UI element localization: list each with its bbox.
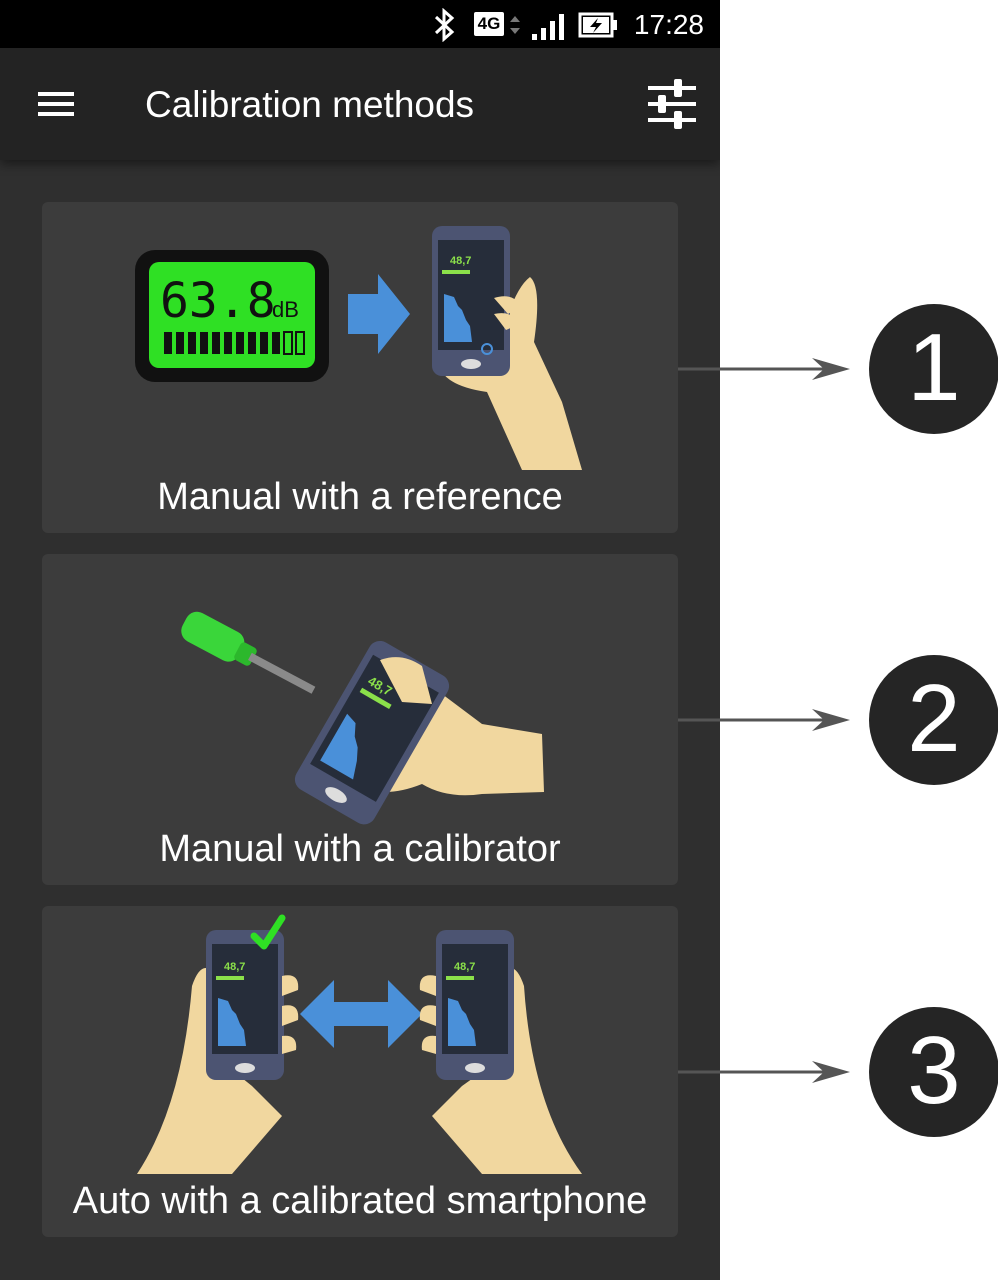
method-label-auto-smartphone: Auto with a calibrated smartphone [72,1180,648,1222]
meter-reading: 63.8 [160,273,276,329]
smartphone-pair-illustration: 48,7 48,7 [137,914,582,1174]
data-activity-icon [510,16,520,34]
status-time: 17:28 [633,9,704,40]
pointer-arrow-2 [678,709,850,731]
method-card-auto-smartphone[interactable]: 48,7 48,7 Auto with a calibrated smartph… [42,906,678,1237]
method-card-manual-reference[interactable]: 63.8 dB 48,7 [42,202,678,533]
calibrated-phone-left: 48,7 [137,930,299,1174]
settings-sliders-icon[interactable] [640,76,704,132]
arrow-right-icon [348,274,410,354]
hand-with-phone-calibrator: 48,7 [294,640,544,825]
menu-icon[interactable] [28,76,84,132]
status-bar: 4G 17:28 [0,0,720,48]
page-title: Calibration methods [145,84,475,125]
reference-illustration: 63.8 dB 48,7 [135,226,582,470]
phone-screen: 4G 17:28 Calibration methods [0,0,720,1280]
phone-reading: 48,7 [450,255,471,267]
bluetooth-icon [434,8,455,42]
calibrator-device [181,611,316,694]
pointer-arrow-1 [678,358,850,380]
battery-charging-icon [578,12,617,38]
method-card-manual-calibrator[interactable]: 48,7 Manual with a calibrator [42,554,678,885]
number-badge-2: 2 [869,655,998,785]
phone-reading: 48,7 [224,961,245,973]
number-badge-1: 1 [869,304,998,434]
sound-level-meter: 63.8 dB [135,250,329,382]
number-badge-3: 3 [869,1007,998,1137]
hand-with-phone: 48,7 [432,226,582,470]
checkmark-icon [250,914,286,950]
app-bar: Calibration methods [0,48,720,160]
phone-reading: 48,7 [454,961,475,973]
calibrator-illustration: 48,7 [181,611,544,825]
method-label-manual-calibrator: Manual with a calibrator [159,828,561,870]
method-label-manual-reference: Manual with a reference [157,476,563,518]
uncalibrated-phone-right: 48,7 [419,930,582,1174]
pointer-arrow-3 [678,1061,850,1083]
signal-icon [532,14,564,40]
double-arrow-icon [300,980,422,1048]
network-type-icon: 4G [474,12,504,36]
meter-unit: dB [272,297,299,322]
